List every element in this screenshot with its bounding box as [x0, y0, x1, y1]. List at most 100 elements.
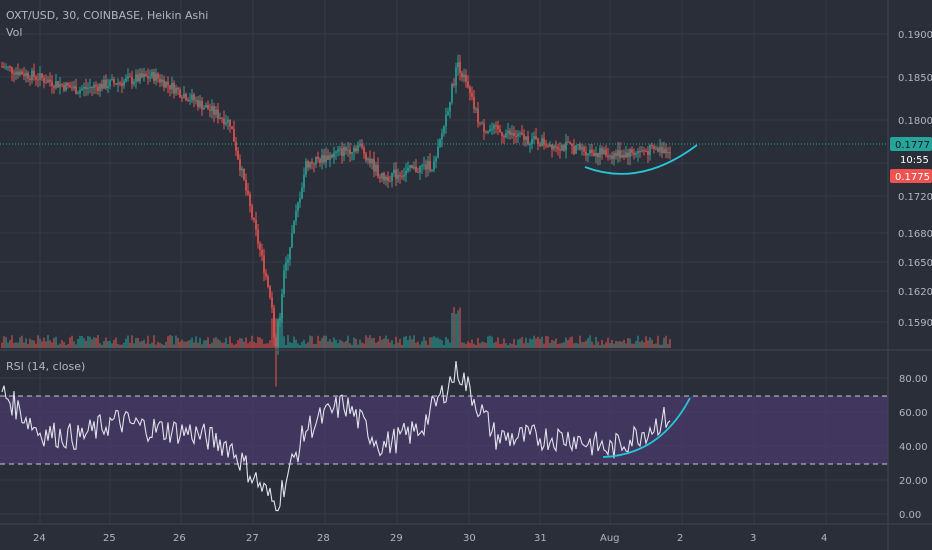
candle-body [319, 158, 321, 163]
candle-body [261, 249, 263, 256]
volume-bar [167, 336, 169, 348]
candle-body [295, 211, 297, 222]
volume-bar [629, 338, 631, 348]
volume-bar [165, 341, 167, 348]
volume-bar [487, 336, 489, 348]
volume-bar [313, 344, 315, 348]
time-axis[interactable]: 24 25 26 27 28 29 30 31 Aug 2 3 4 [33, 533, 827, 544]
volume-bar [335, 339, 337, 348]
candle-body [31, 70, 33, 81]
candle-body [165, 81, 167, 88]
candle-body [655, 148, 657, 150]
volume-bar [295, 339, 297, 348]
candle-body [479, 122, 481, 124]
candle-body [121, 83, 123, 86]
volume-bar [23, 342, 25, 348]
volume-bar [555, 338, 557, 348]
volume-bar [409, 335, 411, 348]
candle-body [283, 270, 285, 295]
candle-body [637, 151, 639, 154]
volume-bar [597, 341, 599, 348]
candle-body [381, 172, 383, 179]
volume-bar [453, 306, 455, 348]
candle-body [133, 81, 135, 84]
rsi-axis[interactable]: 80.00 60.00 40.00 20.00 0.00 [899, 374, 928, 521]
candle-body [591, 149, 593, 153]
candle-body [101, 83, 103, 89]
rsi-rounded-curve[interactable] [602, 397, 691, 458]
volume-bar [391, 340, 393, 348]
volume-bar [549, 343, 551, 348]
volume-bar [599, 344, 601, 348]
candle-body [425, 164, 427, 170]
volume-bar [527, 342, 529, 348]
volume-bar [75, 344, 77, 348]
volume-bar [557, 344, 559, 348]
volume-bar [643, 342, 645, 348]
volume-bar [573, 343, 575, 348]
volume-bar [63, 342, 65, 348]
volume-bar [553, 340, 555, 348]
volume-bar [581, 341, 583, 348]
candle-body [643, 150, 645, 152]
red-price-label: 0.1775 [895, 172, 930, 183]
volume-bar [575, 342, 577, 348]
volume-bar [663, 337, 665, 348]
candle-body [241, 168, 243, 171]
volume-bar [123, 342, 125, 348]
candle-body [179, 89, 181, 98]
volume-bar [303, 339, 305, 348]
volume-bar [655, 343, 657, 348]
candle-body [583, 147, 585, 152]
candle-body [275, 336, 277, 347]
candle-body [201, 100, 203, 110]
chart-title[interactable]: OXT/USD, 30, COINBASE, Heikin Ashi [6, 9, 208, 22]
volume-bar [61, 340, 63, 348]
candle-body [155, 73, 157, 81]
volume-bar [233, 344, 235, 348]
red-price-label-bg [890, 169, 932, 183]
price-tick: 0.1720 [898, 192, 932, 203]
candle-body [543, 138, 545, 145]
volume-bar [447, 339, 449, 348]
price-rounded-bottom-curve[interactable] [584, 144, 698, 175]
candle-body [293, 221, 295, 233]
candle-body [537, 138, 539, 145]
candle-body [39, 73, 41, 81]
volume-bar [405, 336, 407, 348]
candle-body [527, 136, 529, 145]
candlesticks[interactable] [1, 54, 671, 387]
candle-body [259, 243, 261, 250]
rsi-label[interactable]: RSI (14, close) [6, 360, 85, 373]
candle-body [433, 161, 435, 170]
candle-body [563, 145, 565, 151]
volume-bar [567, 340, 569, 348]
volume-bar [327, 341, 329, 348]
candle-body [11, 67, 13, 74]
candle-body [383, 172, 385, 181]
volume-bar [235, 343, 237, 348]
candle-body [15, 71, 17, 75]
candle-body [653, 146, 655, 149]
candle-body [405, 170, 407, 175]
volume-bar [355, 338, 357, 348]
candle-body [351, 152, 353, 154]
candle-body [273, 307, 275, 337]
candle-body [483, 123, 485, 132]
volume-bar [115, 337, 117, 348]
volume-label[interactable]: Vol [6, 26, 22, 39]
candle-body [203, 107, 205, 110]
candle-body [51, 81, 53, 86]
candle-body [557, 147, 559, 150]
volume-bar [195, 336, 197, 348]
candle-body [571, 143, 573, 146]
volume-bar [113, 339, 115, 348]
candle-body [7, 66, 9, 68]
candle-body [413, 166, 415, 169]
volume-bar [583, 342, 585, 348]
volume-bar [223, 342, 225, 348]
candle-body [435, 157, 437, 162]
volume-bar [373, 337, 375, 348]
volume-bar [481, 341, 483, 348]
